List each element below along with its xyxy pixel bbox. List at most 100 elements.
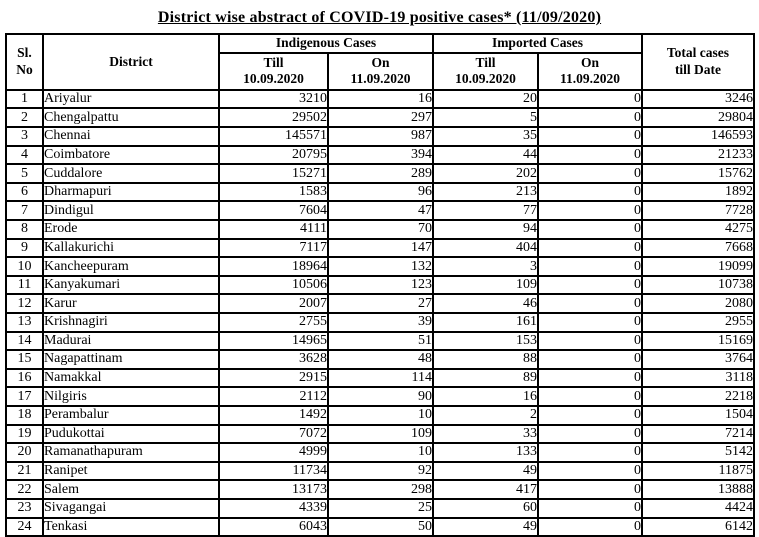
cell-district: Ranipet [42,460,220,482]
cell-indigenous-till: 29502 [218,107,329,129]
header-imported-on-line2: 11.09.2020 [559,71,620,87]
table-row: 24 Tenkasi 6043 50 49 0 6142 [5,516,755,537]
cell-imported-on: 0 [537,367,643,389]
header-imported-cases: Imported Cases [432,33,643,54]
cell-sl-no: 15 [5,349,44,370]
table-row: 2 Chengalpattu 29502 297 5 0 29804 [5,107,755,129]
cell-district: Chennai [42,126,220,147]
cell-sl-no: 12 [5,293,44,314]
cell-indigenous-till: 20795 [218,144,329,166]
cell-imported-till: 49 [432,516,539,537]
table-row: 12 Karur 2007 27 46 0 2080 [5,293,755,314]
header-district: District [42,33,220,91]
cell-indigenous-on: 298 [327,479,434,500]
cell-imported-till: 153 [432,330,539,352]
cell-sl-no: 22 [5,479,44,500]
cell-imported-on: 0 [537,126,643,147]
header-indigenous-till-line1: Till [263,54,284,70]
cell-total: 11875 [641,460,755,482]
cell-imported-on: 0 [537,423,643,445]
cell-sl-no: 20 [5,442,44,463]
cell-indigenous-on: 48 [327,349,434,370]
cell-imported-till: 94 [432,219,539,240]
table-row: 6 Dharmapuri 1583 96 213 0 1892 [5,181,755,203]
header-imported-till: Till 10.09.2020 [432,51,539,91]
cell-district: Erode [42,219,220,240]
cell-total: 13888 [641,479,755,500]
cell-district: Salem [42,479,220,500]
cell-indigenous-till: 2915 [218,367,329,389]
header-sl-no: Sl. No [5,33,44,91]
table-row: 7 Dindigul 7604 47 77 0 7728 [5,200,755,222]
header-group-row: Sl. No District Indigenous Cases Importe… [5,33,755,91]
cell-district: Cuddalore [42,163,220,184]
cell-indigenous-on: 70 [327,219,434,240]
cell-imported-on: 0 [537,404,643,426]
cell-imported-on: 0 [537,330,643,352]
table-row: 4 Coimbatore 20795 394 44 0 21233 [5,144,755,166]
cell-total: 4275 [641,219,755,240]
header-total-line1: Total cases [666,45,730,61]
cell-imported-till: 213 [432,181,539,203]
cell-total: 2080 [641,293,755,314]
table-row: 21 Ranipet 11734 92 49 0 11875 [5,460,755,482]
table-row: 23 Sivagangai 4339 25 60 0 4424 [5,497,755,519]
cell-imported-on: 0 [537,237,643,259]
table-row: 15 Nagapattinam 3628 48 88 0 3764 [5,349,755,370]
cell-imported-till: 44 [432,144,539,166]
cell-district: Kancheepuram [42,256,220,277]
cell-total: 10738 [641,274,755,296]
cell-indigenous-till: 13173 [218,479,329,500]
cell-imported-on: 0 [537,88,643,110]
cell-indigenous-till: 7604 [218,200,329,222]
cell-total: 4424 [641,497,755,519]
cell-indigenous-till: 7117 [218,237,329,259]
header-total-cases: Total cases till Date [641,33,755,91]
cell-imported-till: 89 [432,367,539,389]
cell-total: 15169 [641,330,755,352]
cell-imported-on: 0 [537,516,643,537]
cell-imported-till: 109 [432,274,539,296]
table-row: 20 Ramanathapuram 4999 10 133 0 5142 [5,442,755,463]
cell-imported-till: 5 [432,107,539,129]
cell-indigenous-till: 145571 [218,126,329,147]
cell-district: Pudukottai [42,423,220,445]
cell-imported-on: 0 [537,293,643,314]
cell-total: 7668 [641,237,755,259]
cell-sl-no: 19 [5,423,44,445]
cell-imported-till: 33 [432,423,539,445]
cell-imported-till: 202 [432,163,539,184]
table-row: 1 Ariyalur 3210 16 20 0 3246 [5,88,755,110]
cell-imported-on: 0 [537,256,643,277]
cell-district: Kallakurichi [42,237,220,259]
cell-indigenous-till: 3210 [218,88,329,110]
cell-indigenous-on: 10 [327,442,434,463]
cell-district: Ramanathapuram [42,442,220,463]
header-indigenous-on: On 11.09.2020 [327,51,434,91]
cell-total: 1504 [641,404,755,426]
cell-total: 21233 [641,144,755,166]
cell-district: Nagapattinam [42,349,220,370]
table-row: 3 Chennai 145571 987 35 0 146593 [5,126,755,147]
cell-imported-on: 0 [537,107,643,129]
header-imported-till-line2: 10.09.2020 [455,71,516,87]
cell-total: 5142 [641,442,755,463]
cell-sl-no: 16 [5,367,44,389]
cell-indigenous-on: 297 [327,107,434,129]
cell-total: 6142 [641,516,755,537]
cell-indigenous-on: 132 [327,256,434,277]
page-title: District wise abstract of COVID-19 posit… [157,9,602,26]
cell-indigenous-till: 3628 [218,349,329,370]
cell-indigenous-on: 96 [327,181,434,203]
cell-indigenous-till: 4339 [218,497,329,519]
cell-imported-on: 0 [537,312,643,333]
cell-indigenous-till: 11734 [218,460,329,482]
cell-indigenous-till: 18964 [218,256,329,277]
cell-imported-on: 0 [537,386,643,407]
cell-imported-till: 2 [432,404,539,426]
cell-imported-till: 49 [432,460,539,482]
cell-total: 19099 [641,256,755,277]
cell-sl-no: 7 [5,200,44,222]
cell-indigenous-on: 39 [327,312,434,333]
cell-imported-till: 133 [432,442,539,463]
